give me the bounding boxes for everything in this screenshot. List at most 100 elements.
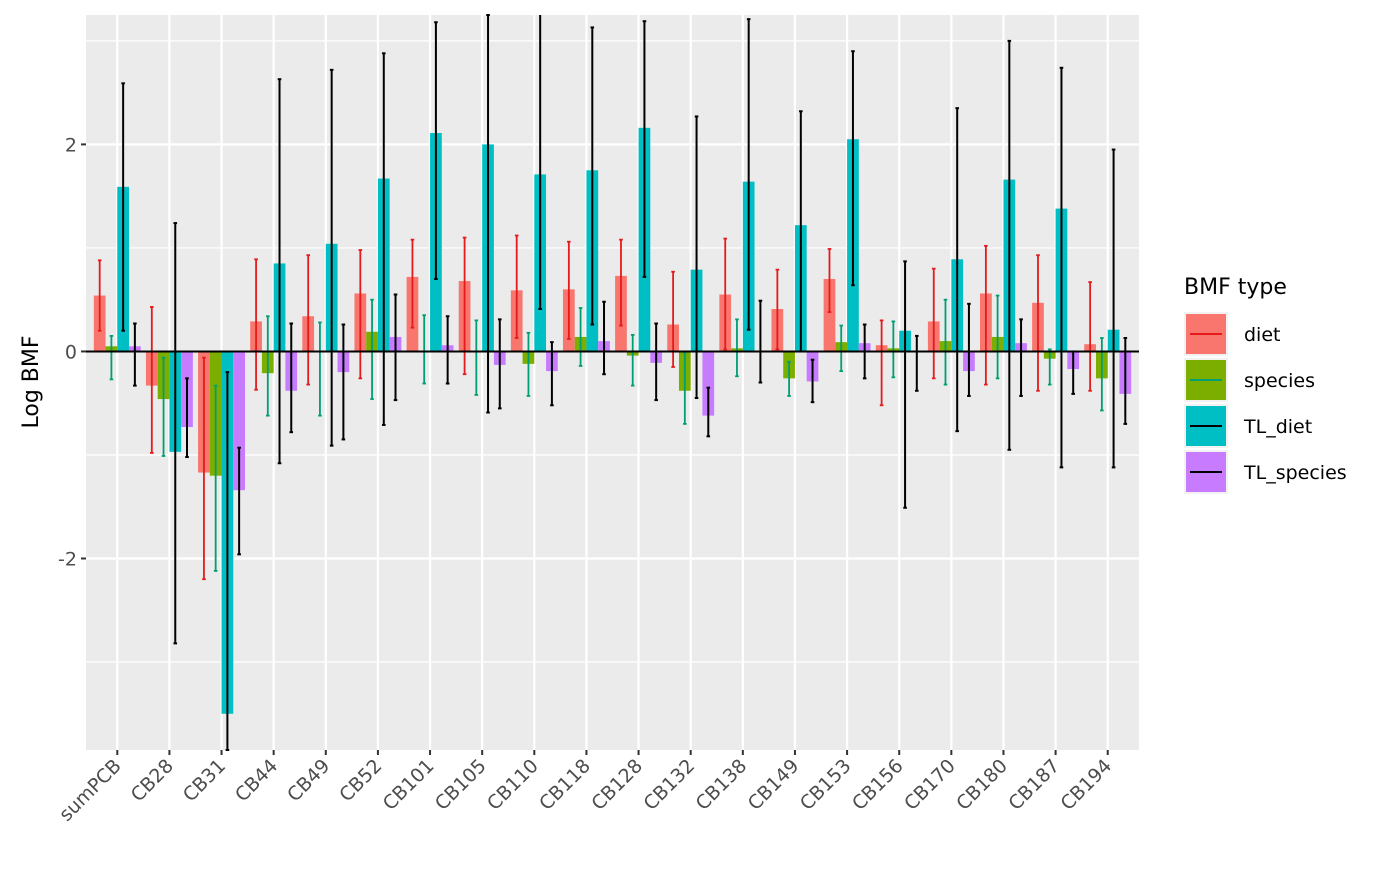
x-tick-label: CB31 bbox=[179, 755, 230, 806]
errorbar-TL_diet-CB28 bbox=[173, 222, 178, 645]
errorbar-TL_diet-CB110 bbox=[538, 15, 542, 310]
errorbar-TL_diet-CB101 bbox=[434, 21, 438, 280]
bar-TL_species-CB132 bbox=[702, 351, 715, 416]
errorbar-diet-CB28 bbox=[150, 306, 154, 454]
errorbar-species-CB187 bbox=[1047, 348, 1052, 386]
errorbar-species-CB170 bbox=[943, 298, 948, 386]
x-tick-label: CB105 bbox=[431, 755, 491, 815]
errorbar-species-CB138 bbox=[735, 318, 739, 378]
errorbar-TL_diet-CB49 bbox=[329, 68, 334, 447]
errorbar-species-CB28 bbox=[161, 356, 166, 457]
errorbar-diet-CB187 bbox=[1036, 254, 1040, 392]
errorbar-TL_species-CB132 bbox=[706, 386, 711, 438]
x-tick-label: CB153 bbox=[796, 755, 856, 815]
errorbar-TL_diet-CB31 bbox=[225, 371, 230, 751]
y-tick-label: 0 bbox=[65, 341, 77, 363]
legend-label: TL_diet bbox=[1243, 416, 1312, 438]
errorbar-TL_diet-CB180 bbox=[1007, 39, 1012, 451]
errorbar-diet-CB128 bbox=[619, 238, 623, 327]
errorbar-TL_species-CB118 bbox=[602, 300, 606, 376]
errorbar-diet-CB138 bbox=[723, 237, 728, 351]
errorbar-diet-CB194 bbox=[1088, 281, 1092, 392]
legend-label: diet bbox=[1244, 324, 1280, 346]
x-tick-label: CB49 bbox=[283, 755, 334, 806]
bar-TL_species-CB31 bbox=[233, 351, 245, 491]
errorbar-diet-CB101 bbox=[410, 238, 415, 329]
errorbar-species-CB156 bbox=[891, 320, 896, 379]
errorbar-diet-CB31 bbox=[202, 356, 206, 581]
errorbar-TL_species-CB31 bbox=[237, 446, 241, 556]
errorbar-species-CB149 bbox=[787, 360, 791, 397]
error-bar-layer bbox=[97, 14, 1128, 751]
errorbar-TL_species-CB128 bbox=[654, 322, 658, 402]
x-tick-label: CB170 bbox=[900, 755, 960, 815]
errorbar-species-CB118 bbox=[578, 307, 583, 367]
x-tick-label: CB187 bbox=[1004, 755, 1064, 815]
y-axis-label: Log BMF bbox=[19, 335, 44, 428]
errorbar-TL_diet-CB118 bbox=[590, 26, 595, 326]
errorbar-species-CB132 bbox=[683, 351, 687, 425]
errorbar-TL_diet-CB52 bbox=[381, 52, 386, 426]
x-tick-label: CB194 bbox=[1056, 755, 1116, 815]
x-tick-label: CB132 bbox=[639, 755, 699, 815]
x-tick-label: CB180 bbox=[952, 755, 1012, 815]
errorbar-TL_diet-CB170 bbox=[955, 107, 960, 433]
errorbar-species-CB31 bbox=[213, 384, 218, 572]
errorbar-diet-CB44 bbox=[254, 258, 258, 391]
errorbar-diet-CB149 bbox=[775, 268, 780, 351]
errorbar-TL_species-CB44 bbox=[289, 322, 294, 434]
x-tick-label: sumPCB bbox=[55, 755, 126, 826]
x-tick-label: CB128 bbox=[587, 755, 647, 815]
errorbar-TL_diet-sumPCB bbox=[121, 82, 125, 332]
legend-item-TL_diet: TL_diet bbox=[1184, 404, 1312, 448]
errorbar-diet-CB118 bbox=[567, 240, 571, 340]
errorbar-TL_diet-CB44 bbox=[277, 78, 282, 465]
bar-diet-CB153 bbox=[823, 278, 836, 352]
errorbar-TL_diet-CB153 bbox=[851, 50, 855, 287]
x-tick-label: CB110 bbox=[483, 755, 543, 815]
legend-label: TL_species bbox=[1243, 462, 1347, 484]
errorbar-TL_species-CB110 bbox=[550, 341, 554, 407]
errorbar-TL_species-CB52 bbox=[393, 293, 398, 402]
errorbar-species-CB49 bbox=[318, 321, 322, 417]
x-tick-label: CB118 bbox=[535, 755, 595, 815]
errorbar-TL_species-sumPCB bbox=[133, 322, 137, 387]
errorbar-diet-CB156 bbox=[879, 319, 884, 407]
errorbar-diet-CB153 bbox=[827, 248, 832, 314]
errorbar-species-CB105 bbox=[474, 319, 479, 396]
x-tick-label: CB44 bbox=[231, 755, 282, 806]
errorbar-species-CB194 bbox=[1100, 337, 1104, 412]
errorbar-species-CB101 bbox=[422, 314, 426, 385]
y-axis: -2 0 2 bbox=[58, 134, 86, 570]
errorbar-TL_species-CB170 bbox=[967, 302, 971, 397]
y-tick-label: -2 bbox=[58, 548, 77, 570]
legend-title: BMF type bbox=[1184, 275, 1287, 300]
x-tick-label: CB156 bbox=[848, 755, 908, 815]
errorbar-TL_species-CB28 bbox=[185, 377, 189, 459]
errorbar-species-CB153 bbox=[839, 324, 844, 373]
legend: BMF type diet species TL_diet TL_species bbox=[1184, 275, 1347, 494]
errorbar-species-CB180 bbox=[995, 294, 1000, 380]
errorbar-diet-sumPCB bbox=[97, 259, 102, 332]
errorbar-TL_diet-CB138 bbox=[746, 18, 751, 331]
errorbar-TL_diet-CB105 bbox=[486, 14, 490, 414]
legend-item-diet: diet bbox=[1184, 312, 1280, 356]
x-tick-label: CB138 bbox=[692, 755, 752, 815]
y-tick-label: 2 bbox=[65, 134, 77, 156]
errorbar-TL_species-CB138 bbox=[758, 299, 763, 384]
errorbar-TL_diet-CB156 bbox=[903, 260, 907, 509]
errorbar-TL_species-CB49 bbox=[341, 323, 346, 441]
errorbar-diet-CB170 bbox=[931, 267, 936, 380]
legend-item-TL_species: TL_species bbox=[1184, 450, 1347, 494]
errorbar-species-sumPCB bbox=[109, 335, 114, 381]
x-axis: sumPCB CB28 CB31 CB44 CB49 CB52CB101CB105CB11… bbox=[55, 750, 1116, 826]
x-tick-label: CB149 bbox=[744, 755, 804, 815]
errorbar-TL_diet-CB187 bbox=[1059, 66, 1064, 469]
errorbar-species-CB128 bbox=[630, 333, 635, 387]
x-tick-label: CB101 bbox=[379, 755, 439, 815]
errorbar-diet-CB110 bbox=[514, 234, 519, 339]
errorbar-species-CB44 bbox=[265, 315, 270, 417]
errorbar-TL_diet-CB194 bbox=[1111, 148, 1116, 469]
